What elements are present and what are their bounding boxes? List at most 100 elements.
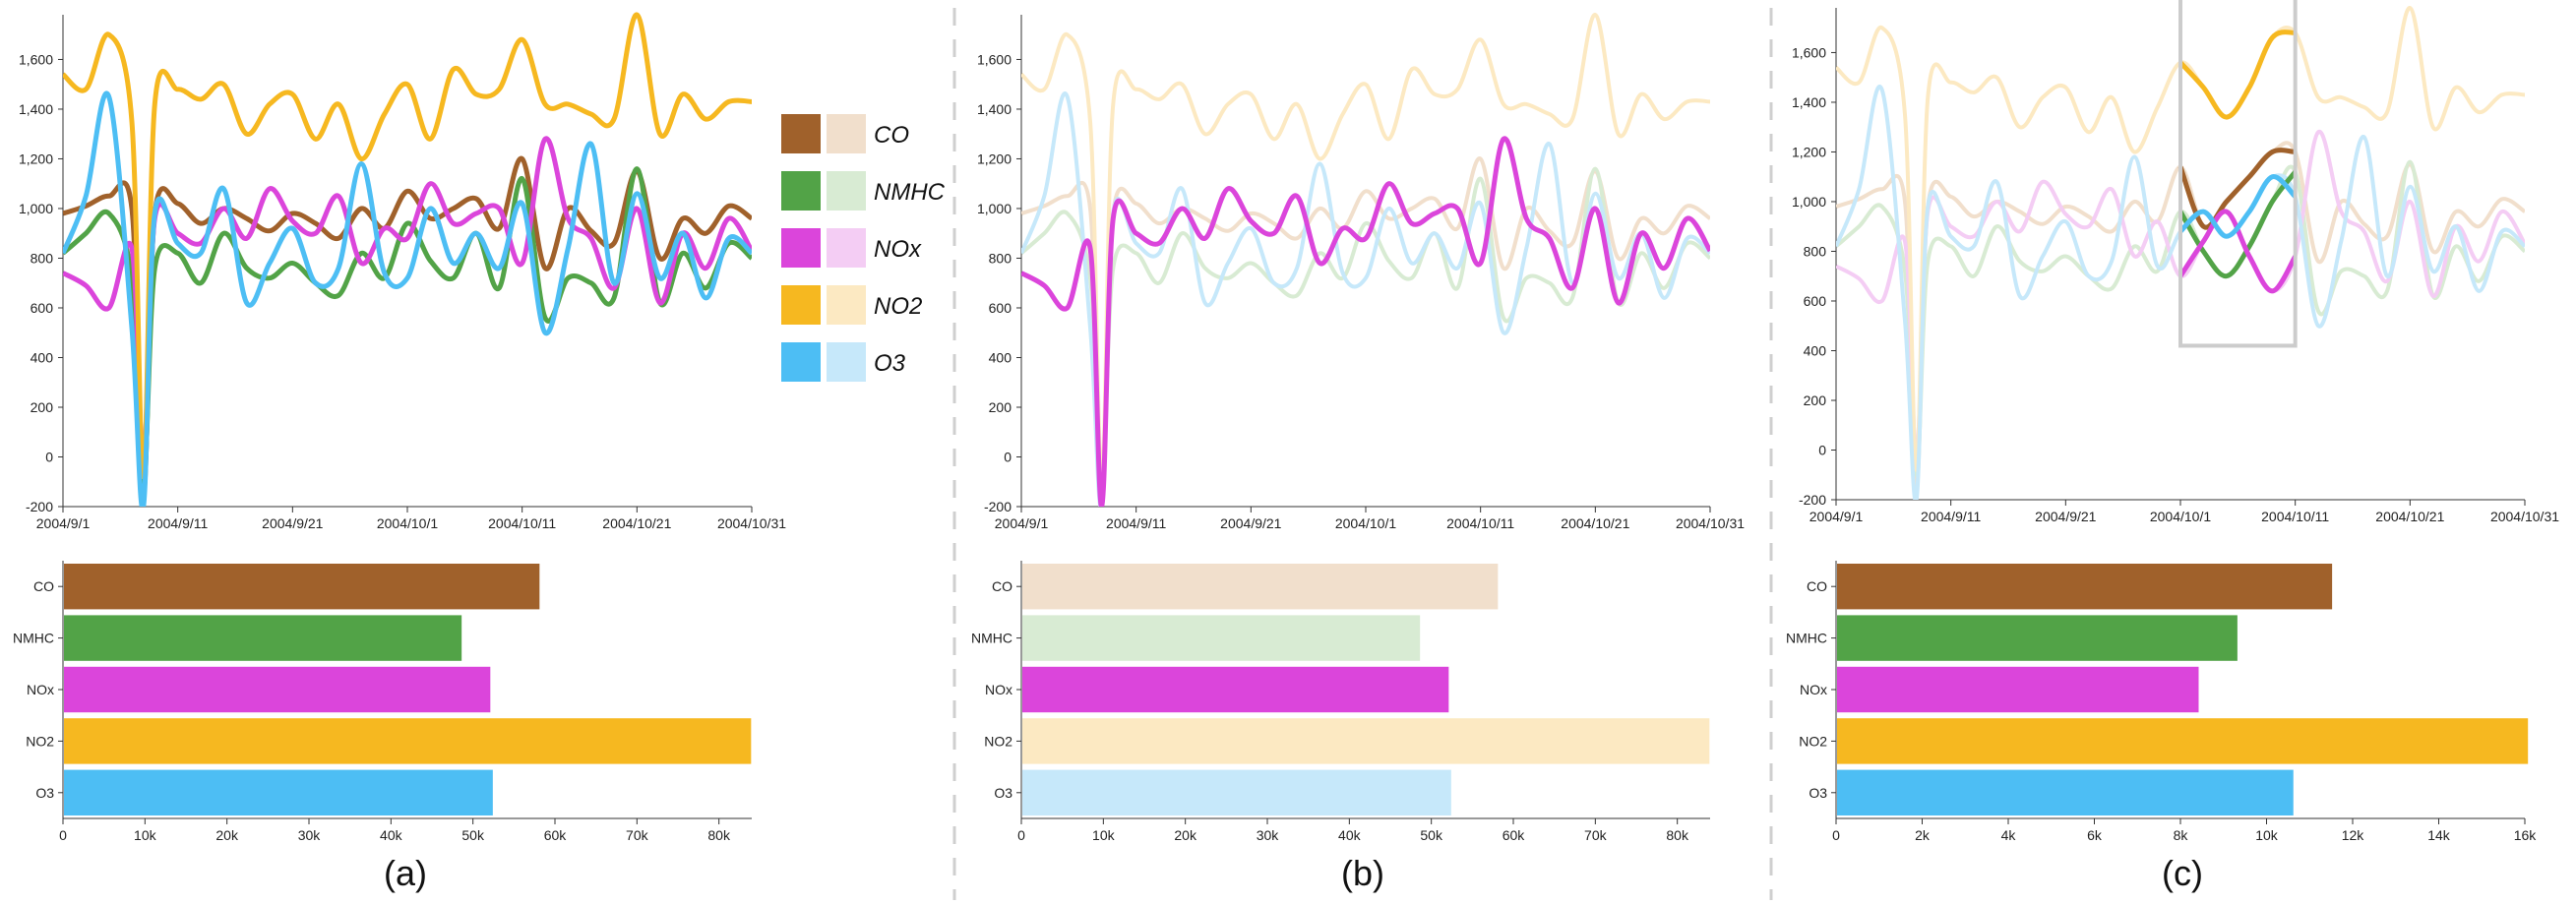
y-tick-label: 1,400 bbox=[977, 101, 1012, 117]
bar-x-tick-label: 2k bbox=[1915, 827, 1931, 843]
panel-c: -200 0 200 400 600 800 1,000 1,200 1,400 1,600 200… bbox=[1786, 0, 2559, 843]
bar-nmhc bbox=[1837, 615, 2238, 661]
bar-co bbox=[1837, 564, 2333, 610]
bar-x-tick-label: 30k bbox=[298, 827, 322, 843]
x-tick-label: 2004/9/1 bbox=[1809, 509, 1864, 524]
bar-category-label: NOx bbox=[27, 682, 54, 697]
legend-label-nmhc: NMHC bbox=[874, 179, 946, 206]
bar-x-tick-label: 70k bbox=[626, 827, 649, 843]
bar-nox bbox=[1837, 666, 2199, 713]
bar-x-tick-label: 12k bbox=[2342, 827, 2365, 843]
x-tick-label: 2004/9/1 bbox=[36, 515, 91, 531]
bar-no2 bbox=[1837, 718, 2529, 764]
y-tick-label: 1,000 bbox=[1792, 194, 1826, 210]
bar-nox bbox=[64, 666, 491, 713]
y-tick-label: 200 bbox=[1804, 392, 1827, 408]
bar-x-tick-label: 30k bbox=[1257, 827, 1280, 843]
bar-category-label: O3 bbox=[994, 785, 1012, 801]
x-tick-label: 2004/9/11 bbox=[1106, 515, 1166, 531]
bar-x-tick-label: 0 bbox=[1017, 827, 1025, 843]
y-tick-label: 1,200 bbox=[977, 151, 1012, 166]
series-line-o3 bbox=[1021, 91, 1710, 507]
bar-x-tick-label: 20k bbox=[1174, 827, 1197, 843]
x-tick-label: 2004/10/11 bbox=[1446, 515, 1514, 531]
bar-category-label: CO bbox=[33, 578, 54, 594]
caption-a: (a) bbox=[384, 853, 427, 893]
bar-x-tick-label: 10k bbox=[1092, 827, 1116, 843]
legend-swatch-strong-nmhc bbox=[781, 171, 821, 211]
y-tick-label: 0 bbox=[1004, 449, 1012, 464]
bar-nox bbox=[1022, 666, 1449, 713]
y-tick-label: 400 bbox=[31, 349, 54, 365]
bar-x-tick-label: 80k bbox=[707, 827, 731, 843]
bar-x-tick-label: 50k bbox=[1420, 827, 1443, 843]
y-tick-label: 1,600 bbox=[977, 51, 1012, 67]
y-tick-label: 1,200 bbox=[1792, 144, 1826, 159]
x-tick-label: 2004/10/31 bbox=[2490, 509, 2559, 524]
x-tick-label: 2004/9/11 bbox=[148, 515, 208, 531]
y-tick-label: -200 bbox=[984, 499, 1012, 514]
panel-b: -200 0 200 400 600 800 1,000 1,200 1,400 1,600 200… bbox=[971, 12, 1745, 843]
bar-x-tick-label: 4k bbox=[2001, 827, 2017, 843]
series-line-o3 bbox=[63, 90, 752, 507]
legend-label-o3: O3 bbox=[874, 350, 906, 377]
x-tick-label: 2004/10/1 bbox=[2150, 509, 2211, 524]
x-tick-label: 2004/10/1 bbox=[1335, 515, 1396, 531]
y-tick-label: 0 bbox=[45, 449, 53, 464]
x-tick-label: 2004/10/21 bbox=[2375, 509, 2444, 524]
bar-no2 bbox=[64, 718, 752, 764]
bar-o3 bbox=[64, 769, 493, 815]
y-tick-label: 1,400 bbox=[19, 101, 53, 117]
bar-x-tick-label: 60k bbox=[544, 827, 568, 843]
bar-category-label: O3 bbox=[35, 785, 54, 801]
legend-label-co: CO bbox=[874, 122, 909, 149]
x-tick-label: 2004/10/11 bbox=[2261, 509, 2329, 524]
bar-nmhc bbox=[1022, 615, 1421, 661]
legend-swatch-strong-no2 bbox=[781, 285, 821, 325]
bar-x-tick-label: 50k bbox=[461, 827, 485, 843]
bar-x-tick-label: 80k bbox=[1666, 827, 1689, 843]
y-tick-label: 1,000 bbox=[977, 201, 1012, 216]
x-tick-label: 2004/10/1 bbox=[377, 515, 438, 531]
y-tick-label: 1,200 bbox=[19, 151, 53, 166]
series-line-nox bbox=[1021, 136, 1710, 507]
bar-x-tick-label: 40k bbox=[380, 827, 403, 843]
legend-swatch-strong-o3 bbox=[781, 342, 821, 382]
panel-a: -200 0 200 400 600 800 1,000 1,200 1,400 1,600 200… bbox=[13, 12, 786, 843]
x-tick-label: 2004/9/11 bbox=[1921, 509, 1981, 524]
y-tick-label: 1,400 bbox=[1792, 94, 1826, 110]
x-tick-label: 2004/9/21 bbox=[262, 515, 323, 531]
bar-co bbox=[1022, 564, 1499, 610]
series-line-nox bbox=[63, 136, 752, 465]
bar-x-tick-label: 10k bbox=[134, 827, 157, 843]
legend-swatch-light-o3 bbox=[827, 342, 866, 382]
legend-swatch-light-co bbox=[827, 114, 866, 153]
y-tick-label: 1,000 bbox=[19, 201, 53, 216]
bar-x-tick-label: 16k bbox=[2514, 827, 2538, 843]
bar-o3 bbox=[1837, 769, 2294, 815]
y-tick-label: 200 bbox=[989, 399, 1012, 415]
bar-category-label: NMHC bbox=[971, 631, 1012, 646]
bar-x-tick-label: 0 bbox=[1832, 827, 1840, 843]
y-tick-label: 800 bbox=[989, 250, 1012, 266]
y-tick-label: 1,600 bbox=[19, 51, 53, 67]
bar-x-tick-label: 0 bbox=[59, 827, 67, 843]
x-tick-label: 2004/10/31 bbox=[1676, 515, 1745, 531]
caption-c: (c) bbox=[2162, 853, 2203, 893]
series-line-brushed-o3 bbox=[2178, 174, 2298, 239]
bar-x-tick-label: 70k bbox=[1584, 827, 1608, 843]
y-tick-label: 600 bbox=[31, 300, 54, 316]
x-tick-label: 2004/10/11 bbox=[488, 515, 556, 531]
bar-category-label: NOx bbox=[985, 682, 1012, 697]
caption-b: (b) bbox=[1341, 853, 1384, 893]
series-line-faded-o3 bbox=[1836, 85, 2525, 500]
bar-no2 bbox=[1022, 718, 1710, 764]
bar-category-label: CO bbox=[1807, 578, 1827, 594]
bar-category-label: NMHC bbox=[1786, 631, 1827, 646]
legend-swatch-light-no2 bbox=[827, 285, 866, 325]
x-tick-label: 2004/9/1 bbox=[995, 515, 1049, 531]
bar-x-tick-label: 14k bbox=[2427, 827, 2451, 843]
series-line-brushed-no2 bbox=[2178, 30, 2297, 120]
bar-x-tick-label: 40k bbox=[1338, 827, 1362, 843]
legend: CO NMHC NOx NO2 O3 bbox=[781, 114, 946, 382]
